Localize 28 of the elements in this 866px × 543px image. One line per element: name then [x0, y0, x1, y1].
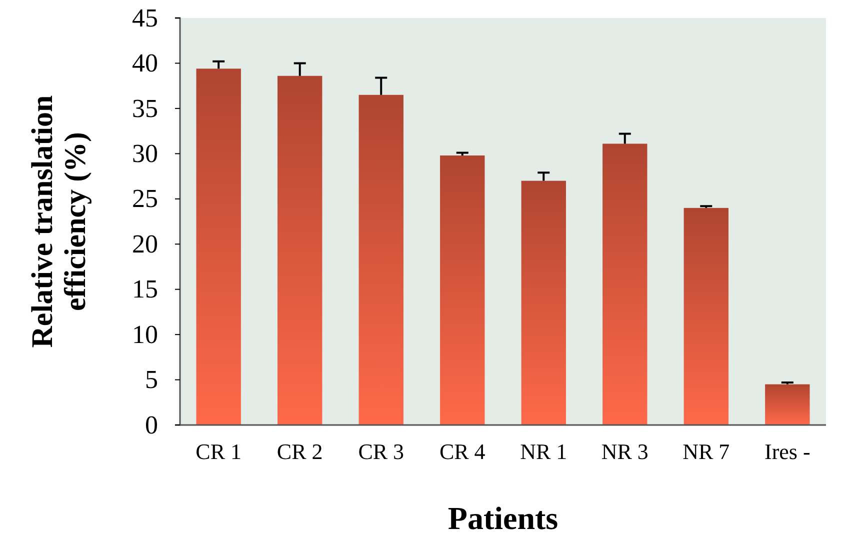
y-tick-label: 15 — [132, 274, 158, 304]
bar — [196, 68, 241, 425]
bar — [684, 208, 728, 425]
bar — [602, 144, 648, 425]
y-tick-label: 5 — [145, 365, 158, 394]
x-axis-title: Patients — [448, 500, 558, 536]
bar — [278, 76, 322, 425]
y-tick-label: 30 — [132, 138, 158, 168]
y-tick-label: 10 — [132, 320, 158, 349]
y-tick-label: 20 — [132, 229, 158, 258]
bar — [440, 155, 485, 425]
y-axis-title: Relative translation efficiency (%) — [26, 94, 92, 348]
y-tick-label: 45 — [132, 3, 158, 32]
y-tick-label: 35 — [132, 94, 158, 123]
bar — [521, 180, 566, 425]
x-tick-label: Ires - — [764, 438, 810, 464]
y-tick-label: 25 — [132, 184, 158, 214]
y-tick-label: 40 — [132, 48, 158, 78]
x-tick-label: CR 4 — [439, 438, 486, 464]
x-tick-label: NR 3 — [601, 438, 648, 464]
x-tick-label: CR 2 — [276, 438, 323, 464]
bar — [358, 94, 404, 425]
bar — [765, 384, 810, 425]
x-tick-label: NR 7 — [682, 438, 730, 464]
x-tick-label: NR 1 — [520, 438, 568, 464]
y-tick-label: 0 — [145, 410, 158, 440]
x-tick-label: CR 3 — [358, 438, 404, 464]
x-tick-label: CR 1 — [196, 438, 242, 464]
